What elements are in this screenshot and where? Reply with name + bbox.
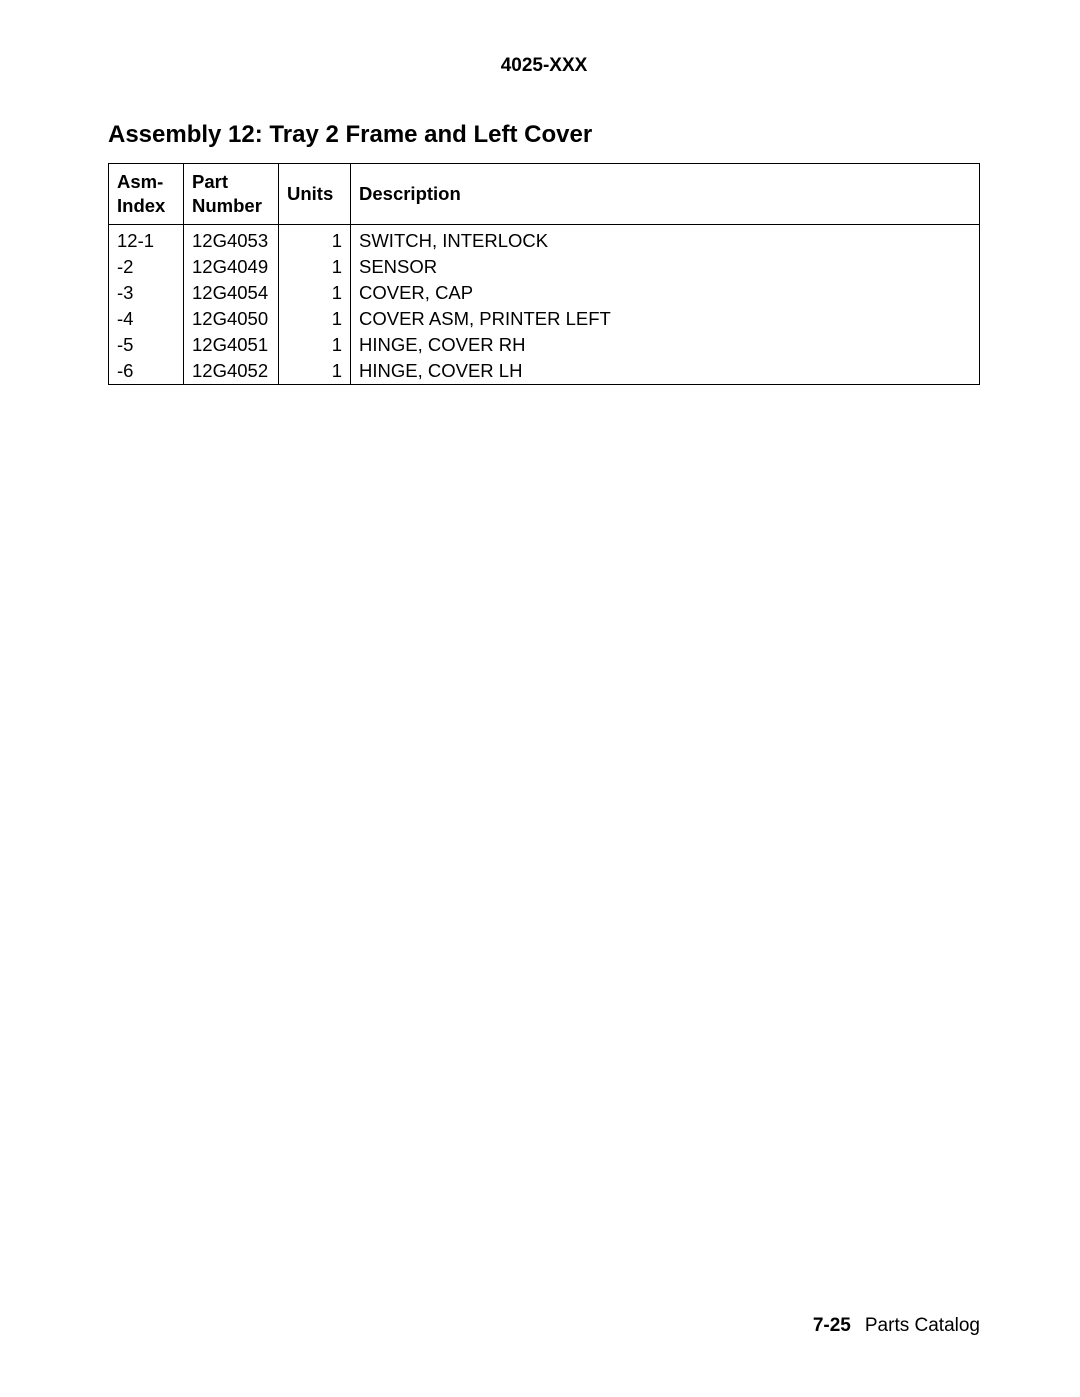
table-row: -5 12G4051 1 HINGE, COVER RH [109, 332, 980, 358]
cell-asm-index: -3 [109, 280, 184, 306]
col-header-description: Description [351, 164, 980, 225]
cell-description: HINGE, COVER RH [351, 332, 980, 358]
cell-description: HINGE, COVER LH [351, 358, 980, 385]
cell-units: 1 [279, 254, 351, 280]
col-header-units: Units [279, 164, 351, 225]
section-title: Assembly 12: Tray 2 Frame and Left Cover [108, 121, 980, 149]
table-row: -6 12G4052 1 HINGE, COVER LH [109, 358, 980, 385]
cell-description: COVER, CAP [351, 280, 980, 306]
col-header-asm-index: Asm- Index [109, 164, 184, 225]
col-header-part-number-line2: Number [192, 195, 262, 216]
cell-asm-index: 12-1 [109, 225, 184, 255]
document-code-header: 4025-XXX [108, 55, 980, 77]
cell-description: COVER ASM, PRINTER LEFT [351, 306, 980, 332]
cell-part-number: 12G4052 [184, 358, 279, 385]
table-body: 12-1 12G4053 1 SWITCH, INTERLOCK -2 12G4… [109, 225, 980, 385]
footer-page-number: 7-25 [813, 1315, 851, 1336]
table-row: 12-1 12G4053 1 SWITCH, INTERLOCK [109, 225, 980, 255]
cell-description: SWITCH, INTERLOCK [351, 225, 980, 255]
col-header-units-label: Units [287, 183, 333, 204]
parts-table: Asm- Index Part Number Units Description… [108, 163, 980, 385]
cell-units: 1 [279, 225, 351, 255]
cell-part-number: 12G4053 [184, 225, 279, 255]
cell-units: 1 [279, 332, 351, 358]
cell-asm-index: -6 [109, 358, 184, 385]
cell-part-number: 12G4050 [184, 306, 279, 332]
cell-description: SENSOR [351, 254, 980, 280]
col-header-part-number: Part Number [184, 164, 279, 225]
col-header-asm-index-line2: Index [117, 195, 165, 216]
col-header-asm-index-line1: Asm- [117, 171, 163, 192]
cell-part-number: 12G4051 [184, 332, 279, 358]
cell-part-number: 12G4054 [184, 280, 279, 306]
col-header-part-number-line1: Part [192, 171, 228, 192]
table-row: -3 12G4054 1 COVER, CAP [109, 280, 980, 306]
cell-units: 1 [279, 280, 351, 306]
footer-section-label: Parts Catalog [865, 1315, 980, 1336]
cell-asm-index: -5 [109, 332, 184, 358]
cell-asm-index: -2 [109, 254, 184, 280]
table-row: -4 12G4050 1 COVER ASM, PRINTER LEFT [109, 306, 980, 332]
page-footer: 7-25 Parts Catalog [813, 1315, 980, 1337]
cell-asm-index: -4 [109, 306, 184, 332]
cell-part-number: 12G4049 [184, 254, 279, 280]
page: 4025-XXX Assembly 12: Tray 2 Frame and L… [0, 0, 1080, 1397]
cell-units: 1 [279, 306, 351, 332]
table-header-row: Asm- Index Part Number Units Description [109, 164, 980, 225]
table-row: -2 12G4049 1 SENSOR [109, 254, 980, 280]
cell-units: 1 [279, 358, 351, 385]
col-header-description-label: Description [359, 183, 461, 204]
